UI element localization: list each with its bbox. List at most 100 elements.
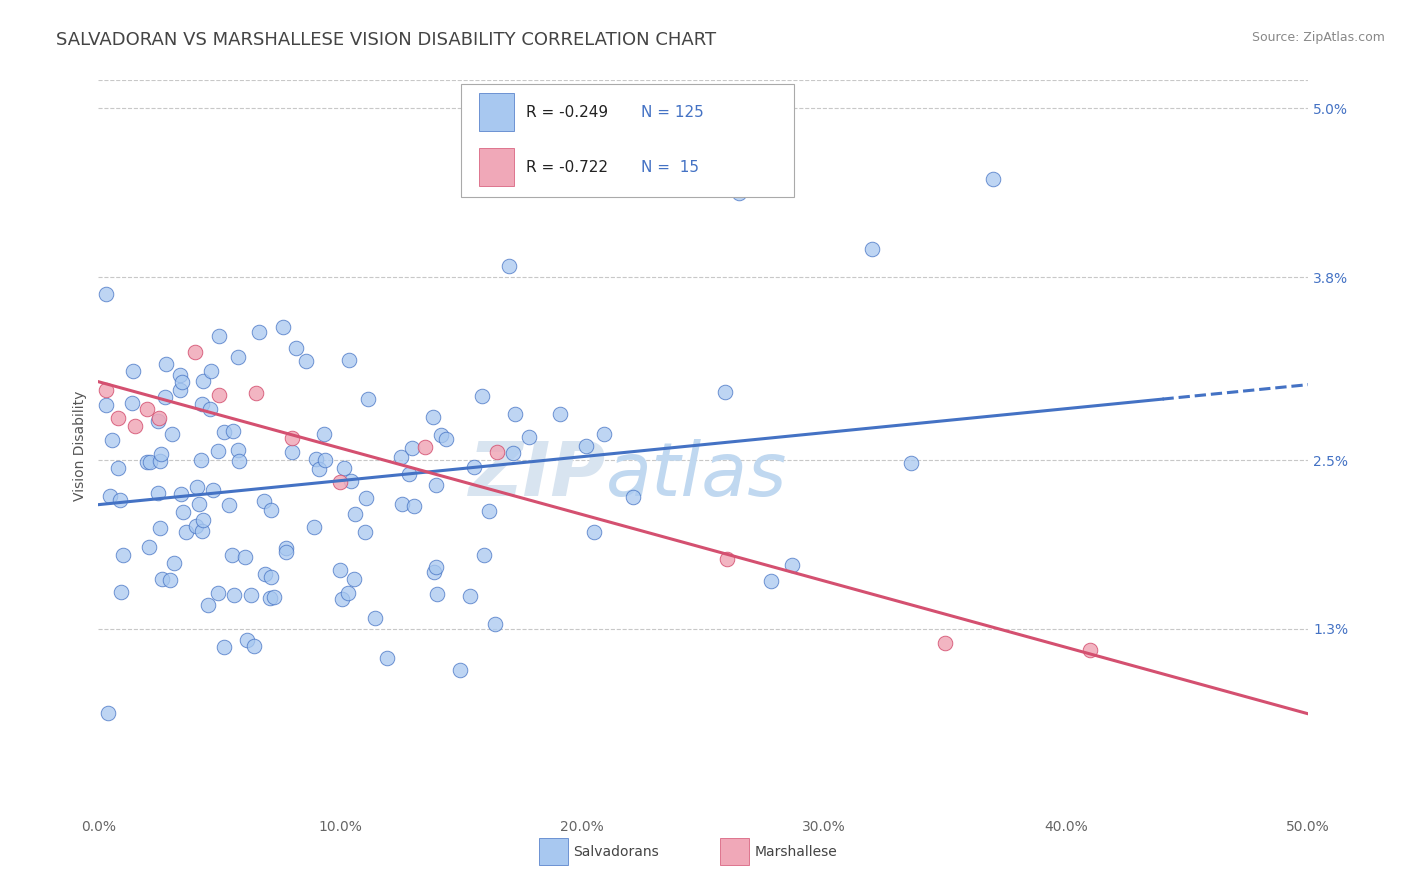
Point	[110, 585, 132, 599]
Point	[484, 617, 506, 632]
Point	[471, 389, 494, 403]
Point	[198, 401, 221, 416]
Point	[169, 368, 191, 382]
Point	[218, 498, 240, 512]
Point	[463, 459, 485, 474]
Point	[274, 545, 297, 559]
Point	[363, 611, 385, 625]
Point	[274, 541, 297, 556]
Point	[208, 387, 231, 401]
Point	[860, 242, 883, 256]
Point	[356, 392, 378, 407]
Point	[391, 498, 413, 512]
Point	[135, 401, 157, 416]
Point	[222, 424, 245, 438]
Point	[402, 499, 425, 513]
Point	[592, 427, 614, 442]
FancyBboxPatch shape	[479, 94, 515, 131]
Point	[621, 490, 644, 504]
Point	[108, 493, 131, 508]
Point	[186, 480, 208, 494]
Point	[193, 513, 215, 527]
Point	[308, 462, 330, 476]
Point	[207, 586, 229, 600]
Point	[170, 487, 193, 501]
Point	[245, 385, 267, 400]
Point	[759, 574, 782, 589]
Point	[353, 524, 375, 539]
Point	[343, 508, 366, 522]
Point	[94, 398, 117, 412]
Point	[505, 408, 527, 422]
Point	[224, 588, 246, 602]
Point	[176, 524, 198, 539]
Point	[254, 567, 277, 582]
Point	[728, 186, 751, 200]
Point	[281, 431, 304, 445]
Point	[458, 589, 481, 603]
Point	[243, 640, 266, 654]
Point	[423, 565, 446, 579]
Point	[121, 396, 143, 410]
Point	[260, 570, 283, 584]
Point	[149, 453, 172, 467]
Text: atlas: atlas	[606, 439, 787, 511]
Point	[148, 414, 170, 428]
Point	[208, 329, 231, 343]
Point	[900, 456, 922, 470]
Point	[486, 445, 509, 459]
Point	[339, 474, 361, 488]
Point	[228, 454, 250, 468]
Text: R = -0.249: R = -0.249	[526, 105, 609, 120]
Point	[111, 548, 134, 562]
Point	[259, 591, 281, 605]
Point	[138, 455, 160, 469]
Point	[314, 427, 336, 442]
Point	[780, 558, 803, 572]
Point	[517, 430, 540, 444]
Point	[124, 418, 146, 433]
Point	[413, 440, 436, 454]
Point	[163, 556, 186, 570]
FancyBboxPatch shape	[479, 148, 515, 186]
Point	[329, 475, 352, 490]
Point	[150, 572, 173, 586]
Point	[425, 477, 447, 491]
Point	[478, 504, 501, 518]
Point	[426, 587, 449, 601]
Point	[148, 410, 170, 425]
Point	[260, 503, 283, 517]
Point	[235, 550, 257, 565]
Point	[934, 636, 956, 650]
Point	[343, 572, 366, 586]
Text: R = -0.722: R = -0.722	[526, 160, 609, 175]
Point	[333, 461, 356, 475]
Point	[336, 585, 359, 599]
Point	[575, 438, 598, 452]
Point	[190, 524, 212, 538]
Point	[389, 450, 412, 465]
Point	[302, 520, 325, 534]
FancyBboxPatch shape	[538, 838, 568, 865]
Point	[169, 383, 191, 397]
Point	[226, 350, 249, 364]
Point	[329, 563, 352, 577]
Point	[271, 319, 294, 334]
Point	[190, 453, 212, 467]
Point	[240, 588, 263, 602]
Point	[162, 426, 184, 441]
Point	[96, 286, 118, 301]
Point	[263, 590, 285, 604]
Point	[94, 383, 117, 397]
Point	[422, 410, 444, 425]
Y-axis label: Vision Disability: Vision Disability	[73, 391, 87, 501]
Point	[101, 433, 124, 447]
Point	[107, 461, 129, 475]
Point	[172, 375, 194, 389]
Point	[981, 171, 1004, 186]
Point	[330, 592, 353, 607]
Point	[159, 573, 181, 587]
Text: Source: ZipAtlas.com: Source: ZipAtlas.com	[1251, 31, 1385, 45]
Point	[716, 552, 738, 566]
Point	[190, 397, 212, 411]
